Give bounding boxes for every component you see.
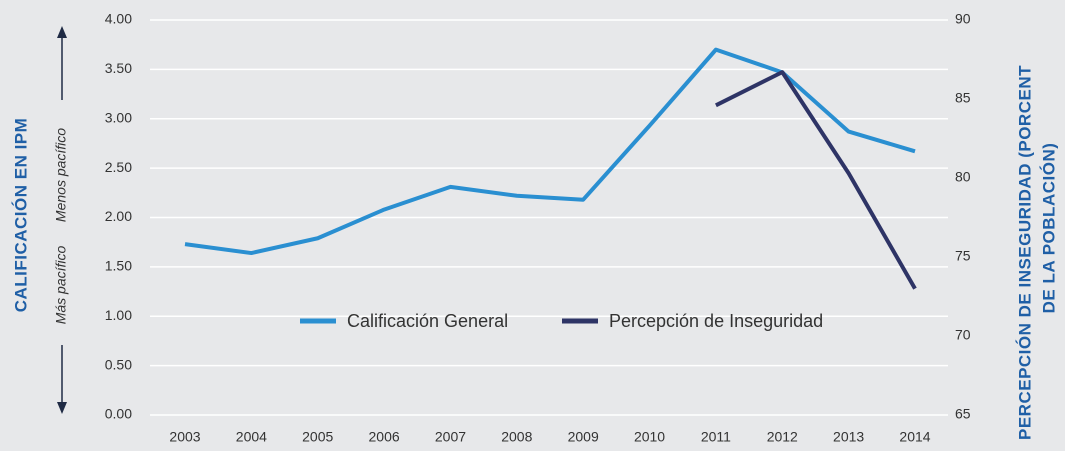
y2-tick-label: 70	[955, 327, 971, 343]
y-tick-label: 3.00	[105, 109, 132, 125]
line-series	[715, 70, 917, 290]
y-tick-label: 0.00	[105, 406, 132, 422]
x-tick-label: 2003	[169, 429, 200, 445]
y-tick-label: 1.00	[105, 307, 132, 323]
y-tick-label: 1.50	[105, 258, 132, 274]
x-tick-label: 2013	[833, 429, 864, 445]
y-note: Menos pacífico	[53, 128, 69, 222]
y2-tick-label: 90	[955, 11, 971, 27]
x-tick-label: 2010	[634, 429, 665, 445]
x-tick-label: 2008	[501, 429, 532, 445]
x-tick-label: 2012	[767, 429, 798, 445]
y-tick-label: 2.00	[105, 208, 132, 224]
y-tick-label: 3.50	[105, 60, 132, 76]
legend-label: Calificación General	[347, 311, 508, 331]
legend-label: Percepción de Inseguridad	[609, 311, 823, 331]
arrow-head	[57, 26, 67, 38]
y-axis-title: CALIFICACIÓN EN IPM	[11, 118, 30, 313]
y2-tick-label: 65	[955, 406, 971, 422]
x-tick-label: 2006	[369, 429, 400, 445]
y2-axis-title: PERCEPCIÓN DE INSEGURIDAD (PORCENT	[1015, 65, 1034, 440]
y-tick-label: 2.50	[105, 159, 132, 175]
y2-tick-label: 75	[955, 248, 971, 264]
arrow-head	[57, 402, 67, 414]
y-tick-label: 0.50	[105, 356, 132, 372]
y2-axis-title: DE LA POBLACIÓN)	[1039, 143, 1058, 314]
y-tick-label: 4.00	[105, 11, 132, 27]
x-tick-label: 2014	[899, 429, 930, 445]
x-tick-label: 2005	[302, 429, 333, 445]
line-series	[184, 47, 916, 256]
x-tick-label: 2004	[236, 429, 267, 445]
y2-tick-label: 85	[955, 90, 971, 106]
x-tick-label: 2011	[701, 429, 731, 445]
x-tick-label: 2007	[435, 429, 466, 445]
y-note: Más pacífico	[53, 245, 69, 324]
x-tick-label: 2009	[568, 429, 599, 445]
y2-tick-label: 80	[955, 169, 971, 185]
